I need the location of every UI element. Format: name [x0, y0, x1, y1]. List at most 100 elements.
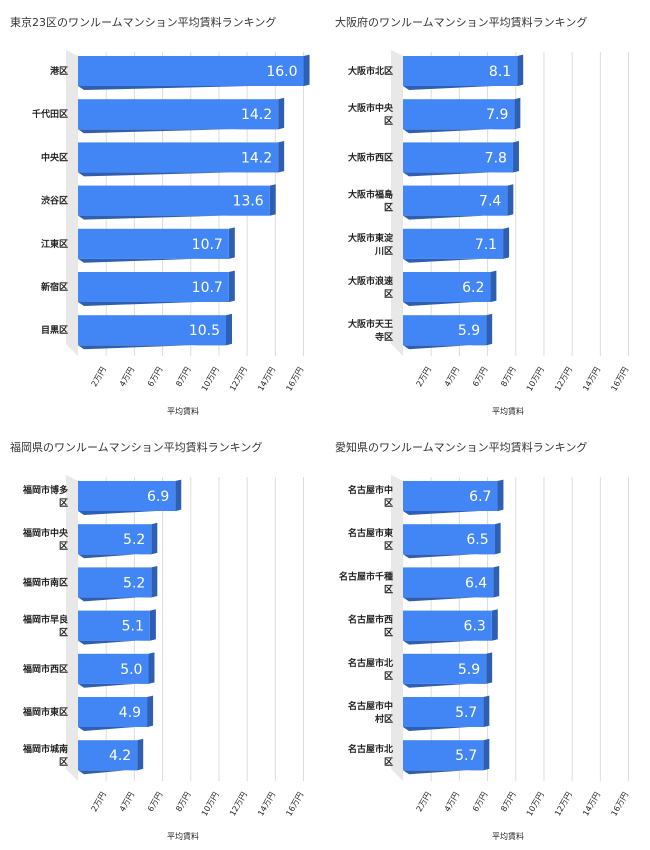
- category-label: 区: [384, 498, 393, 509]
- data-label: 5.9: [458, 323, 480, 339]
- x-tick-label: 4万円: [443, 791, 461, 814]
- data-label: 10.5: [189, 323, 220, 339]
- bar: [403, 566, 500, 602]
- bar-side: [148, 652, 155, 684]
- category-label: 区: [384, 628, 393, 639]
- x-tick-label: 6万円: [146, 791, 164, 814]
- bar-side: [278, 97, 285, 130]
- category-label: 中央区: [41, 151, 68, 163]
- data-label: 5.7: [455, 705, 477, 721]
- category-label: 大阪市福島: [348, 189, 393, 201]
- x-axis-label: 平均賃料: [167, 406, 199, 416]
- category-label: 大阪市中央: [348, 102, 394, 114]
- bar-front: [78, 56, 304, 86]
- data-label: 6.5: [466, 532, 488, 548]
- bar: [403, 184, 514, 220]
- bar-side: [228, 227, 235, 259]
- bar-front: [78, 315, 227, 346]
- data-label: 5.0: [120, 662, 142, 678]
- bar-side: [494, 522, 501, 555]
- data-label: 6.3: [464, 619, 486, 635]
- bar-bottom: [403, 300, 497, 306]
- bar: [78, 652, 155, 688]
- category-label: 福岡市東区: [22, 706, 68, 718]
- category-label: 区: [59, 757, 68, 768]
- bar-bottom: [403, 171, 519, 177]
- category-label: 区: [59, 541, 68, 552]
- x-tick-label: 4万円: [443, 366, 461, 389]
- data-label: 14.2: [241, 107, 272, 123]
- category-label: 区: [384, 203, 393, 214]
- bar-front: [78, 610, 150, 641]
- category-label: 川区: [374, 246, 393, 257]
- category-label: 福岡市博多: [22, 484, 68, 496]
- bar-front: [403, 524, 495, 555]
- data-label: 5.1: [122, 619, 144, 635]
- bar: [403, 652, 493, 688]
- bar-bottom: [78, 596, 158, 602]
- x-tick-label: 12万円: [228, 366, 249, 393]
- data-label: 5.7: [455, 748, 477, 764]
- x-tick-label: 16万円: [284, 366, 305, 393]
- chart-osaka: 大阪府のワンルームマンション平均賃料ランキング 8.1 大阪市北区 7.9 大阪市中央区…: [335, 15, 630, 416]
- bar-bottom: [403, 127, 521, 134]
- bar-side: [517, 54, 524, 86]
- category-label: 区: [384, 116, 393, 127]
- bar: [78, 522, 158, 559]
- bar-side: [486, 313, 493, 346]
- x-axis-label: 平均賃料: [492, 406, 524, 416]
- bar-bottom: [78, 171, 285, 177]
- data-label: 6.2: [462, 280, 484, 296]
- category-label: 名古屋市中: [348, 484, 393, 496]
- category-label: 区: [384, 541, 393, 552]
- x-tick-label: 8万円: [499, 791, 517, 814]
- bar-bottom: [403, 509, 504, 515]
- x-tick-label: 14万円: [581, 791, 602, 818]
- bar-side: [514, 97, 521, 130]
- bar: [403, 738, 490, 775]
- category-label: 新宿区: [41, 281, 68, 293]
- data-label: 7.9: [486, 107, 508, 123]
- bar: [403, 97, 521, 134]
- bar-bottom: [78, 725, 154, 731]
- data-label: 10.7: [192, 237, 223, 253]
- x-tick-label: 6万円: [471, 791, 489, 814]
- bar-side: [490, 270, 497, 302]
- x-tick-label: 16万円: [609, 366, 630, 393]
- bar-bottom: [78, 300, 235, 306]
- bar-front: [78, 481, 176, 511]
- data-label: 5.9: [458, 662, 480, 678]
- x-tick-label: 8万円: [174, 366, 192, 389]
- x-tick-label: 2万円: [90, 366, 108, 389]
- data-label: 14.2: [241, 150, 272, 166]
- category-label: 大阪市天王: [348, 318, 393, 330]
- category-label: 港区: [50, 65, 68, 77]
- bar: [78, 566, 158, 602]
- category-label: 区: [59, 628, 68, 639]
- bar: [78, 227, 235, 263]
- category-label: 名古屋市中: [348, 700, 393, 712]
- bar-side: [497, 479, 504, 511]
- data-label: 7.8: [485, 150, 507, 166]
- chart-title: 愛知県のワンルームマンション平均賃料ランキング: [335, 440, 587, 454]
- bar-side: [483, 695, 490, 727]
- bar: [403, 270, 497, 306]
- data-label: 7.1: [475, 237, 497, 253]
- bar-front: [403, 740, 484, 771]
- bar-front: [403, 315, 487, 346]
- bar-side: [491, 609, 498, 641]
- bar-side: [507, 184, 514, 216]
- bar-side: [512, 141, 519, 173]
- bar: [403, 609, 498, 645]
- x-tick-label: 2万円: [90, 791, 108, 814]
- x-axis-label: 平均賃料: [167, 831, 199, 841]
- bar-side: [175, 479, 182, 511]
- bar-bottom: [403, 552, 501, 559]
- bar: [403, 141, 519, 177]
- bar-front: [403, 228, 504, 259]
- category-label: 大阪市浪速: [348, 275, 393, 287]
- category-label: 福岡市南区: [22, 576, 68, 588]
- category-label: 区: [59, 498, 68, 509]
- category-label: 江東区: [41, 238, 68, 250]
